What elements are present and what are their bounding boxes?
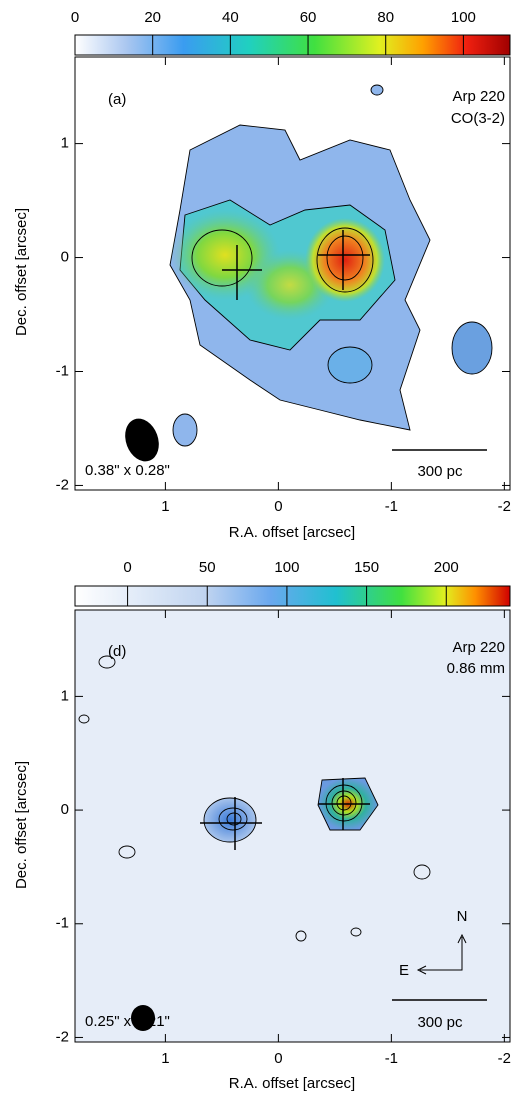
x-axis-label: R.A. offset [arcsec] [229, 1075, 355, 1092]
x-tick-label: 1 [161, 1050, 169, 1067]
y-tick-label: 0 [61, 801, 69, 818]
map-image [75, 610, 510, 1042]
x-tick-label: 0 [274, 498, 282, 515]
panel-label: (d) [108, 643, 126, 660]
north-label: N [457, 908, 468, 925]
y-tick-label: 1 [61, 687, 69, 704]
beam-label: 0.38" x 0.28" [85, 462, 170, 479]
y-tick-label: -2 [56, 1028, 69, 1045]
y-tick-label: -2 [56, 476, 69, 493]
scale-bar-label: 300 pc [417, 1014, 463, 1031]
colorbar-tick-label: 0 [71, 9, 79, 26]
y-axis-label: Dec. offset [arcsec] [13, 761, 30, 889]
x-tick-label: -1 [385, 498, 398, 515]
colorbar-tick-label: 40 [222, 9, 239, 26]
panel-label: (a) [108, 91, 126, 108]
x-tick-label: -1 [385, 1050, 398, 1067]
beam-label: 0.25" x 0.21" [85, 1013, 170, 1030]
east-label: E [399, 962, 409, 979]
colorbar-tick-label: 20 [144, 9, 161, 26]
plot-frame [74, 609, 511, 1043]
x-tick-label: 0 [274, 1050, 282, 1067]
plot-frame [74, 56, 511, 491]
colorbar-tick-label: 200 [434, 559, 459, 576]
colorbar-tick-label: 100 [451, 9, 476, 26]
map-image [125, 84, 493, 462]
x-axis-label: R.A. offset [arcsec] [229, 524, 355, 541]
source-label: Arp 220 [452, 639, 505, 656]
y-axis-label: Dec. offset [arcsec] [13, 208, 30, 336]
band-label: 0.86 mm [447, 660, 505, 677]
y-tick-label: 1 [61, 135, 69, 152]
y-tick-label: 0 [61, 249, 69, 266]
y-tick-label: -1 [56, 915, 69, 932]
colorbar-tick-label: 60 [300, 9, 317, 26]
scale-bar-label: 300 pc [417, 463, 463, 480]
colorbar-tick-label: 50 [199, 559, 216, 576]
x-tick-label: -2 [498, 498, 511, 515]
colorbar [74, 585, 511, 607]
colorbar-tick-label: 0 [123, 559, 131, 576]
x-tick-label: 1 [161, 498, 169, 515]
band-label: CO(3-2) [451, 110, 505, 127]
x-tick-label: -2 [498, 1050, 511, 1067]
colorbar [74, 34, 511, 56]
colorbar-tick-label: 80 [377, 9, 394, 26]
y-tick-label: -1 [56, 362, 69, 379]
colorbar-tick-label: 100 [274, 559, 299, 576]
colorbar-tick-label: 150 [354, 559, 379, 576]
source-label: Arp 220 [452, 88, 505, 105]
